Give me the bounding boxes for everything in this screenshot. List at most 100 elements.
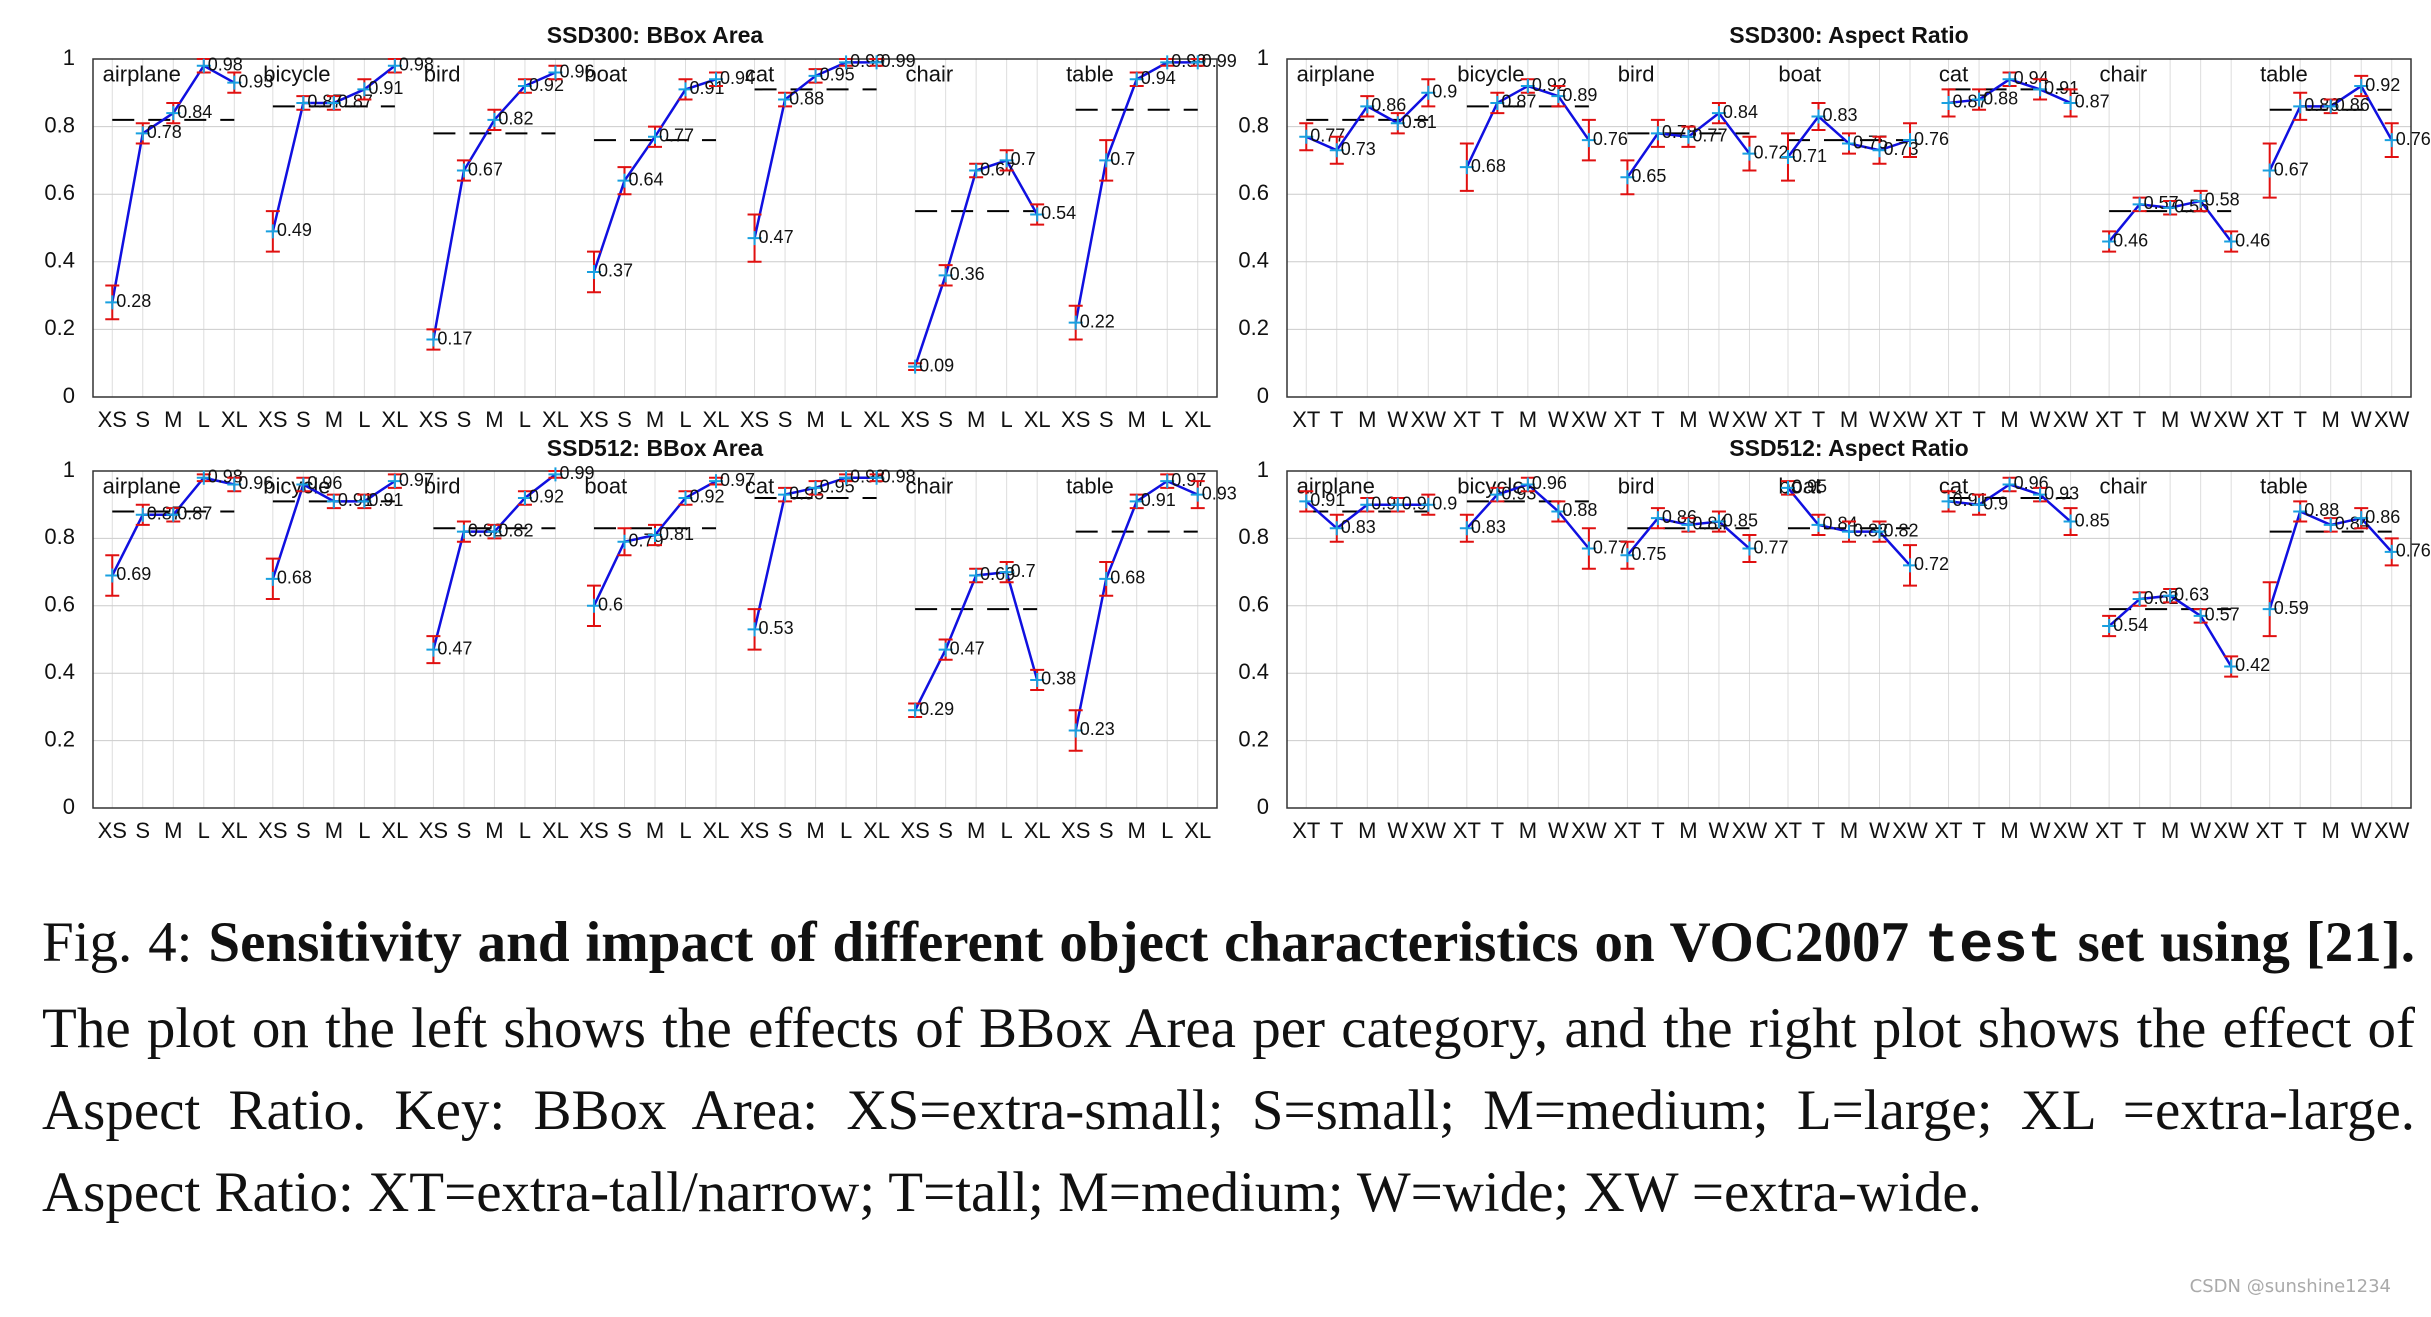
point (1490, 487, 1505, 502)
value-label: 0.96 (559, 61, 594, 81)
x-tick-label: XW (2213, 818, 2249, 843)
point (2033, 82, 2048, 97)
point (1459, 521, 1474, 536)
point (2384, 133, 2399, 148)
x-tick-label: S (296, 818, 311, 843)
point (456, 524, 471, 539)
value-label: 0.76 (1914, 129, 1949, 149)
point (1742, 146, 1757, 161)
value-label: 0.99 (881, 51, 916, 71)
value-label: 0.99 (559, 463, 594, 483)
point (2384, 544, 2399, 559)
value-label: 0.95 (820, 65, 855, 85)
point (296, 95, 311, 110)
x-tick-label: XT (1453, 407, 1481, 432)
x-tick-label: XT (1292, 818, 1320, 843)
point (617, 173, 632, 188)
point (747, 231, 762, 246)
point (1190, 487, 1205, 502)
value-label: 0.96 (238, 473, 273, 493)
point (2323, 517, 2338, 532)
caption-bold: Sensitivity and impact of different obje… (208, 911, 1910, 974)
category-label: cat (745, 474, 774, 499)
point (938, 642, 953, 657)
x-tick-label: L (1001, 818, 1013, 843)
category-label: table (1066, 62, 1114, 87)
x-tick-label: XS (740, 818, 769, 843)
x-tick-label: M (1679, 818, 1697, 843)
point (908, 359, 923, 374)
point (2063, 95, 2078, 110)
point (999, 153, 1014, 168)
x-tick-label: XS (258, 407, 287, 432)
y-tick-label: 0.2 (1238, 315, 1269, 340)
point (1842, 524, 1856, 539)
point (1620, 548, 1635, 563)
x-tick-label: XS (98, 818, 127, 843)
value-label: 0.89 (1562, 85, 1597, 105)
point (908, 703, 923, 718)
x-tick-label: M (1840, 407, 1858, 432)
value-label: 0.83 (1822, 105, 1857, 125)
value-label: 0.42 (2235, 655, 2270, 675)
value-label: 0.9 (1432, 82, 1457, 102)
point (2102, 234, 2117, 249)
point (387, 474, 402, 489)
x-tick-label: XW (2053, 818, 2089, 843)
value-label: 0.68 (1110, 568, 1145, 588)
value-label: 0.47 (759, 227, 794, 247)
x-tick-label: S (296, 407, 311, 432)
point (1581, 133, 1596, 148)
x-tick-label: L (519, 818, 531, 843)
point (808, 480, 823, 495)
category-label: chair (905, 62, 953, 87)
x-tick-label: XL (542, 818, 569, 843)
y-tick-label: 0.8 (44, 524, 75, 549)
x-tick-label: L (198, 818, 210, 843)
chart-title: SSD300: BBox Area (547, 22, 764, 48)
point (778, 92, 793, 107)
x-tick-label: S (938, 407, 953, 432)
y-tick-label: 0.4 (44, 248, 75, 273)
x-tick-label: M (2322, 818, 2340, 843)
x-tick-label: XL (1024, 818, 1051, 843)
point (808, 68, 823, 83)
point (426, 332, 441, 347)
point (1360, 99, 1375, 114)
category-label: chair (905, 474, 953, 499)
chart-title: SSD300: Aspect Ratio (1729, 22, 1968, 48)
x-tick-label: M (2000, 407, 2018, 432)
x-tick-label: M (1128, 407, 1146, 432)
x-tick-label: XS (740, 407, 769, 432)
point (1160, 474, 1175, 489)
point (296, 477, 311, 492)
value-label: 0.99 (1202, 51, 1237, 71)
y-tick-label: 0.6 (44, 180, 75, 205)
point (1872, 524, 1887, 539)
point (869, 55, 884, 70)
point (648, 129, 662, 144)
point (1842, 136, 1856, 151)
point (1650, 511, 1665, 526)
category-label: chair (2099, 62, 2147, 87)
x-tick-label: XW (1571, 407, 1607, 432)
x-tick-label: W (2030, 818, 2051, 843)
value-label: 0.53 (759, 618, 794, 638)
point (517, 79, 532, 94)
value-label: 0.57 (2205, 605, 2240, 625)
point (2293, 99, 2308, 114)
value-label: 0.38 (1041, 669, 1076, 689)
point (1299, 129, 1314, 144)
point (2063, 514, 2078, 529)
value-label: 0.83 (1341, 517, 1376, 537)
value-label: 0.77 (659, 125, 694, 145)
point (747, 622, 762, 637)
value-label: 0.59 (2274, 598, 2309, 618)
x-tick-label: XT (1774, 818, 1802, 843)
category-label: bird (1618, 62, 1655, 87)
point (1681, 517, 1696, 532)
category-label: cat (1939, 474, 1968, 499)
x-tick-label: M (485, 818, 503, 843)
point (1650, 126, 1665, 141)
